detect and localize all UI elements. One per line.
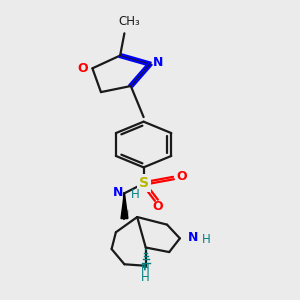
Text: O: O: [177, 170, 187, 183]
Text: H: H: [202, 233, 211, 246]
Text: N: N: [152, 56, 163, 69]
Text: H: H: [141, 262, 150, 275]
Text: O: O: [152, 200, 163, 214]
Text: H: H: [121, 210, 129, 220]
Text: N: N: [188, 231, 198, 244]
Polygon shape: [121, 193, 128, 219]
Text: O: O: [78, 62, 88, 75]
Text: S: S: [139, 176, 148, 190]
Text: N: N: [113, 186, 123, 199]
Text: H: H: [140, 271, 149, 284]
Text: CH₃: CH₃: [118, 15, 140, 28]
Text: H: H: [131, 188, 140, 201]
